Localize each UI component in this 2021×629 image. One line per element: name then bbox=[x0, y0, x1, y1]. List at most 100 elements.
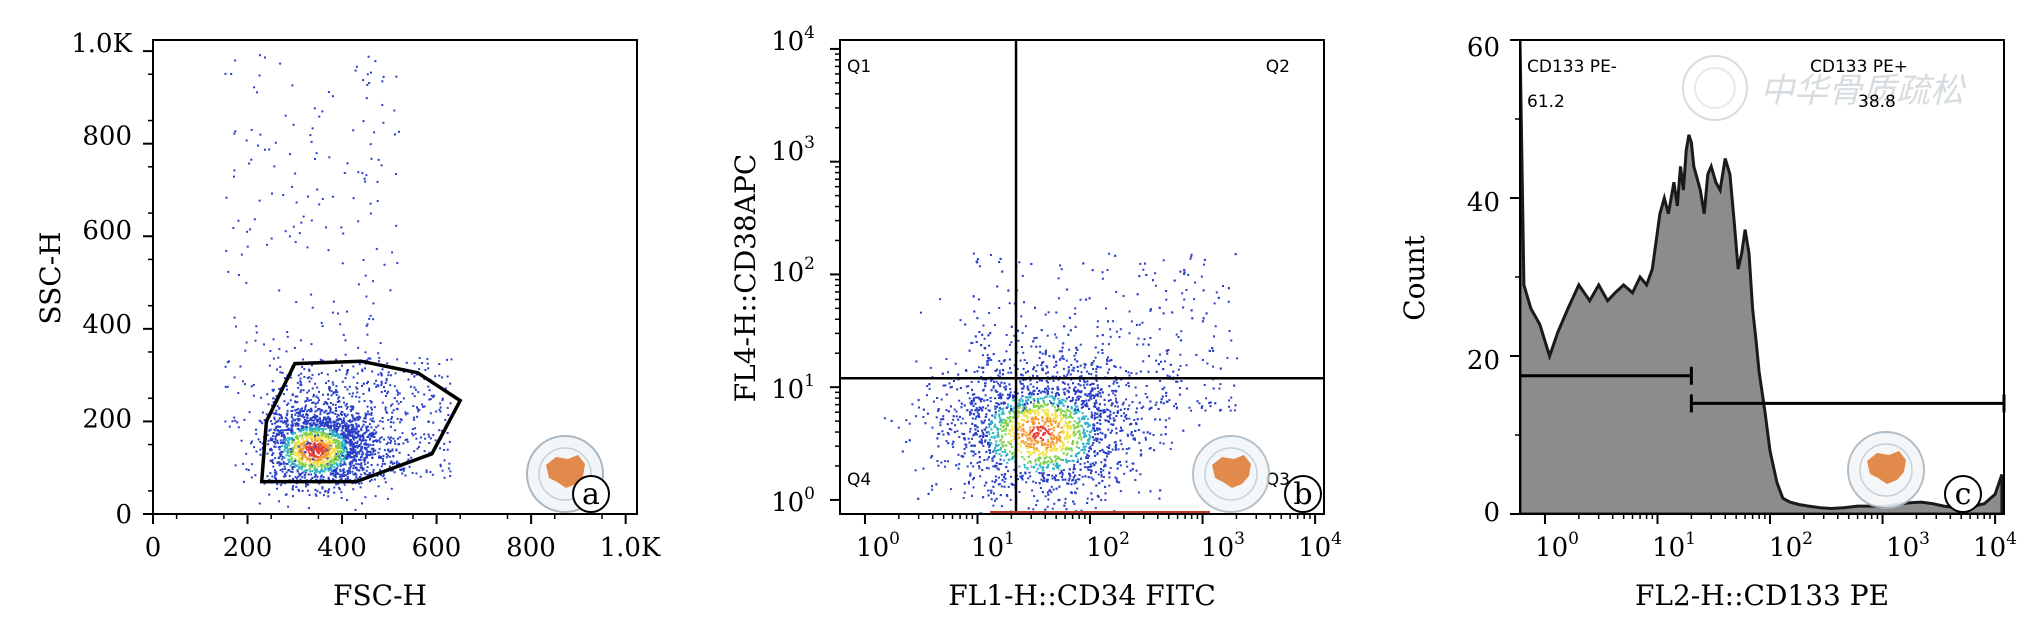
panel-a-dot bbox=[354, 467, 357, 469]
panel-b-dot bbox=[1065, 416, 1068, 419]
panel-b-dot bbox=[1045, 443, 1048, 446]
panel-a-dot bbox=[305, 427, 308, 430]
panel-b-dot bbox=[1078, 478, 1081, 481]
panel-a-dot bbox=[250, 442, 252, 445]
panel-b-dot bbox=[1106, 446, 1109, 448]
panel-b-dot bbox=[1020, 387, 1023, 390]
panel-a-dot bbox=[293, 453, 295, 456]
panel-b-dot bbox=[1026, 421, 1028, 423]
panel-a-dot bbox=[319, 478, 322, 481]
panel-b-dot bbox=[972, 478, 974, 481]
panel-a-dot bbox=[367, 434, 370, 437]
panel-a-dot bbox=[379, 420, 382, 423]
panel-a-dot bbox=[273, 471, 276, 474]
panel-a-dot bbox=[304, 469, 307, 472]
panel-b-dot bbox=[1117, 448, 1120, 451]
panel-a-dot bbox=[311, 477, 314, 479]
panel-a-dot bbox=[326, 373, 329, 376]
panel-a-dot bbox=[364, 458, 367, 461]
panel-a-dot bbox=[294, 476, 297, 479]
panel-b-dot bbox=[1044, 495, 1047, 498]
panel-a-dot bbox=[333, 466, 336, 469]
panel-b-dot bbox=[965, 443, 968, 446]
panel-a-dot bbox=[290, 431, 293, 434]
panel-a-dot bbox=[291, 430, 294, 433]
panel-a-dot bbox=[249, 228, 252, 231]
panel-b-dot bbox=[1100, 461, 1103, 464]
panel-b-dot bbox=[1080, 424, 1082, 427]
panel-b-dot bbox=[981, 422, 984, 425]
panel-a-dot bbox=[332, 429, 335, 432]
panel-a-dot bbox=[374, 495, 377, 498]
panel-a-dot bbox=[360, 442, 363, 445]
panel-b-dot bbox=[1048, 428, 1051, 431]
panel-a-dot bbox=[381, 368, 384, 371]
panel-a-dot bbox=[363, 472, 366, 474]
panel-a-dot bbox=[280, 420, 283, 423]
panel-a-dot bbox=[370, 71, 372, 74]
panel-a-dot bbox=[330, 459, 333, 462]
panel-a-dot bbox=[310, 410, 313, 413]
panel-a-dot bbox=[300, 389, 303, 392]
panel-a-dot bbox=[227, 270, 230, 273]
panel-a-dot bbox=[348, 425, 351, 428]
panel-a-dot bbox=[382, 427, 385, 430]
panel-b-dot bbox=[947, 371, 950, 374]
panel-a-dot bbox=[299, 449, 302, 452]
panel-a-dot bbox=[274, 412, 277, 414]
panel-a-dot bbox=[269, 350, 272, 352]
panel-b-dot bbox=[1048, 395, 1051, 398]
panel-a-dot bbox=[341, 443, 344, 446]
panel-b-dot bbox=[1044, 427, 1046, 430]
panel-a-dot bbox=[397, 443, 400, 446]
panel-b-dot bbox=[963, 482, 966, 485]
panel-a-dot bbox=[330, 460, 333, 463]
panel-a-dot bbox=[355, 412, 358, 415]
panel-b-dot bbox=[1203, 258, 1206, 261]
panel-a-dot bbox=[312, 419, 315, 422]
panel-a-dot bbox=[342, 445, 345, 448]
panel-b-dot bbox=[963, 452, 966, 455]
panel-b-dot bbox=[974, 417, 977, 420]
panel-a-dot bbox=[310, 343, 313, 346]
panel-a-dot bbox=[409, 385, 412, 388]
panel-b-dot bbox=[999, 458, 1002, 461]
panel-a-dot bbox=[344, 429, 347, 432]
panel-a-dot bbox=[393, 385, 396, 388]
panel-a-dot bbox=[274, 422, 277, 425]
panel-a-dot bbox=[351, 470, 354, 473]
panel-a-dot bbox=[285, 450, 288, 453]
panel-b-dot bbox=[1067, 447, 1070, 450]
panel-a-dot bbox=[338, 435, 341, 438]
panel-b-dot bbox=[969, 427, 972, 430]
panel-a-dot bbox=[324, 428, 327, 431]
panel-a-dot bbox=[251, 463, 254, 466]
panel-b-dot bbox=[1016, 409, 1019, 412]
panel-b-dot bbox=[1141, 321, 1144, 324]
panel-a-dot bbox=[366, 323, 369, 326]
panel-a-dot bbox=[319, 421, 322, 423]
panel-a-dot bbox=[412, 416, 415, 419]
panel-a-dot bbox=[295, 446, 298, 449]
panel-a-dot bbox=[306, 246, 309, 249]
panel-a-dot bbox=[356, 391, 359, 394]
panel-a-dot bbox=[333, 424, 336, 426]
panel-b-dot bbox=[1128, 310, 1131, 313]
panel-a-dot bbox=[330, 455, 332, 458]
panel-b-dot bbox=[1052, 443, 1055, 446]
panel-a-dot bbox=[369, 434, 372, 437]
panel-a-dot bbox=[362, 439, 365, 442]
panel-a-dot bbox=[378, 447, 381, 450]
panel-b-dot bbox=[1031, 489, 1034, 492]
panel-a-dot bbox=[294, 444, 297, 447]
panel-a-dot bbox=[310, 140, 313, 143]
panel-a-dot bbox=[424, 369, 427, 371]
panel-b-dot bbox=[1040, 472, 1043, 475]
panel-b-dot bbox=[1044, 313, 1047, 316]
panel-a-dot bbox=[423, 405, 426, 408]
panel-b-dot bbox=[1078, 474, 1081, 476]
panel-a-dot bbox=[320, 469, 323, 472]
panel-a-dot bbox=[344, 439, 347, 442]
panel-a-dot bbox=[291, 432, 294, 435]
panel-a-dot bbox=[255, 428, 257, 431]
